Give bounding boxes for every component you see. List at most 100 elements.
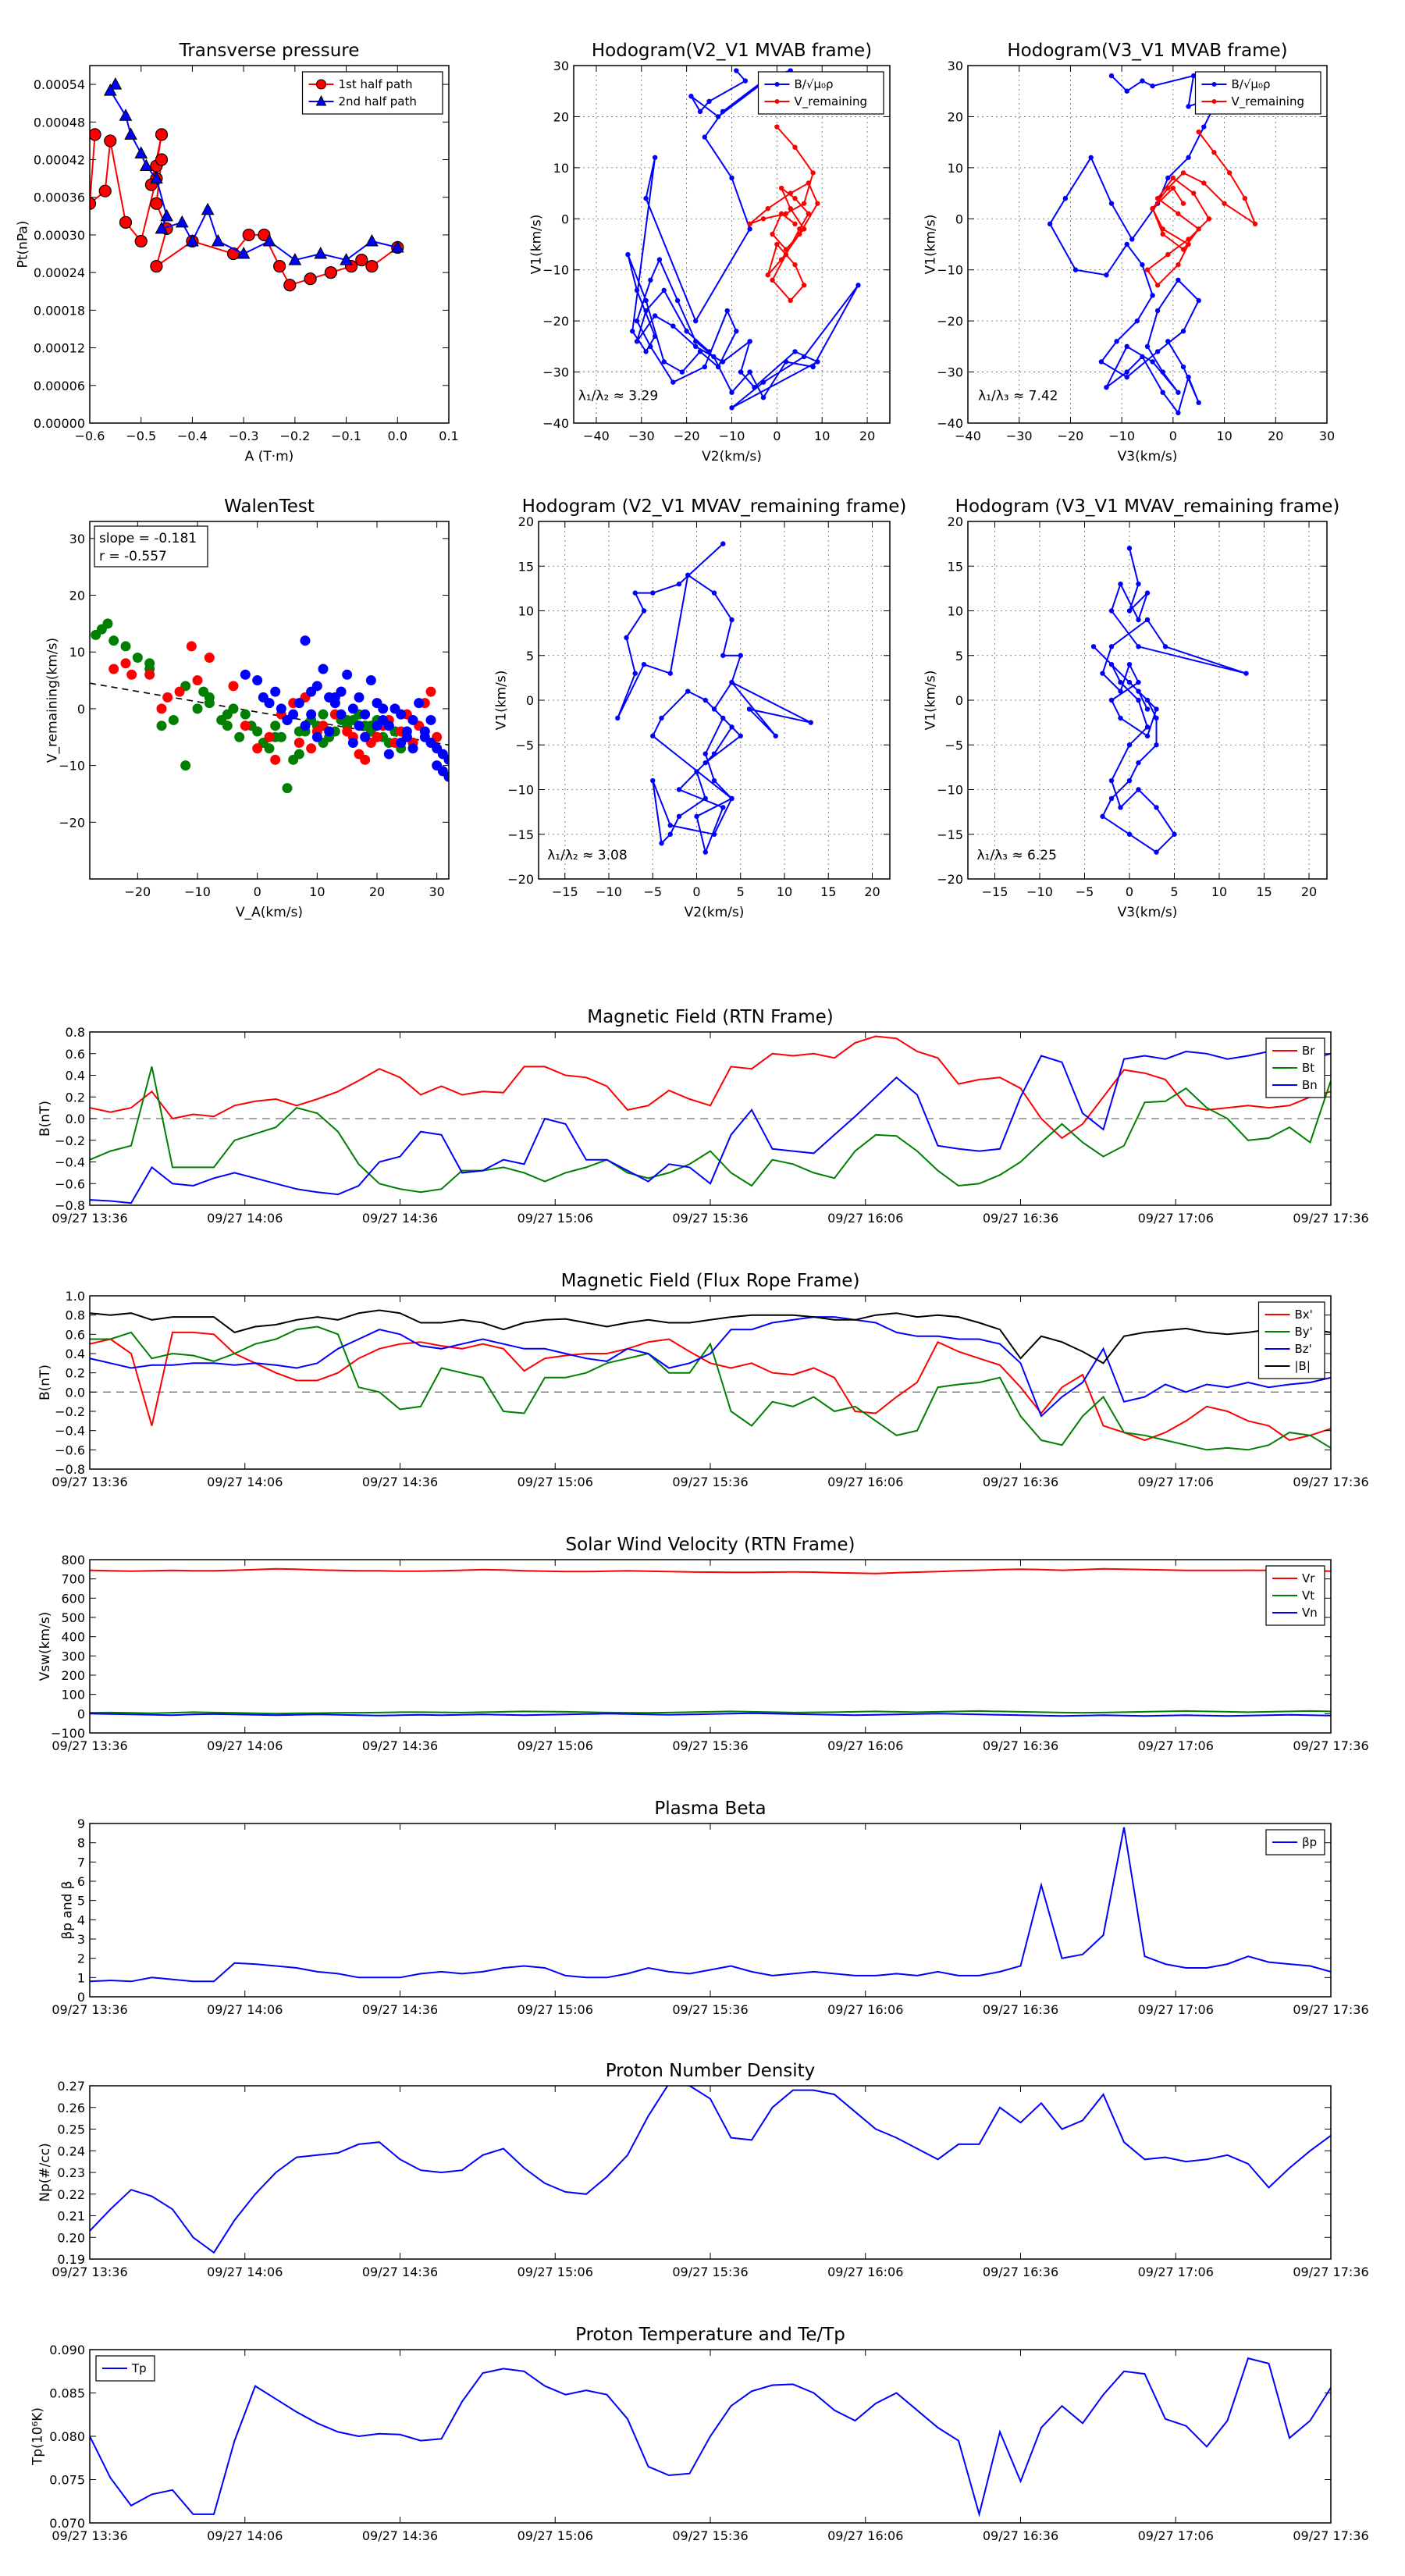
- data-point: [150, 171, 163, 184]
- y-tick-label: 0.2: [66, 1090, 85, 1105]
- plot-area: [968, 521, 1327, 879]
- scatter-point: [311, 731, 322, 742]
- scatter-point: [425, 686, 436, 697]
- x-axis-label: V3(km/s): [1118, 905, 1178, 920]
- scatter-point: [174, 686, 185, 697]
- data-point: [685, 688, 691, 694]
- y-axis-label: V_remaining(km/s): [45, 638, 61, 763]
- y-tick-label: 0.4: [66, 1069, 85, 1083]
- x-tick-label: −0.2: [279, 429, 310, 443]
- x-tick-label: −0.1: [331, 429, 361, 443]
- data-point: [1104, 272, 1109, 278]
- data-point: [119, 215, 133, 229]
- data-point: [258, 228, 271, 242]
- y-tick-label: 20: [948, 514, 963, 529]
- scatter-point: [222, 720, 233, 731]
- data-point: [1124, 369, 1129, 375]
- data-point: [652, 333, 658, 339]
- data-point: [1136, 697, 1141, 703]
- y-tick-label: −30: [937, 365, 963, 380]
- x-tick-label: 20: [859, 429, 875, 443]
- y-tick-label: 0.070: [49, 2516, 85, 2531]
- data-point: [688, 94, 694, 99]
- legend-label: Bt: [1302, 1061, 1314, 1075]
- data-point: [1129, 237, 1135, 242]
- y-tick-label: 0.0: [66, 1112, 85, 1126]
- data-point: [1160, 231, 1165, 237]
- series-p-line: [90, 1827, 1331, 1983]
- data-point: [652, 313, 658, 318]
- data-point: [1126, 742, 1133, 748]
- x-tick-label: 09/27 17:06: [1138, 2265, 1214, 2279]
- y-tick-label: −15: [507, 827, 534, 842]
- scatter-point: [168, 714, 179, 725]
- data-point: [1126, 662, 1133, 667]
- chart-title: Plasma Beta: [654, 1799, 766, 1819]
- chart-b_rtn: Magnetic Field (RTN Frame) 09/27 13:36 09/…: [37, 1007, 1369, 1226]
- x-tick-label: 09/27 14:06: [207, 1475, 283, 1489]
- y-tick-label: 0: [77, 1706, 85, 1721]
- data-point: [615, 715, 621, 721]
- x-tick-label: 09/27 13:36: [52, 1211, 127, 1226]
- y-tick-label: 0.0: [66, 1385, 85, 1400]
- x-tick-label: 09/27 15:36: [672, 1738, 748, 1753]
- x-tick-label: 09/27 15:06: [518, 2002, 593, 2017]
- scatter-point: [324, 726, 335, 737]
- plot-area: [90, 618, 449, 794]
- scatter-point: [240, 669, 251, 680]
- y-tick-label: 0.26: [57, 2101, 85, 2115]
- data-point: [1201, 180, 1207, 186]
- data-point: [1100, 813, 1105, 820]
- data-point: [155, 128, 169, 141]
- scatter-point: [293, 749, 304, 760]
- y-tick-label: 0.27: [57, 2079, 85, 2094]
- data-point: [634, 318, 640, 324]
- data-point: [729, 617, 735, 623]
- scatter-point: [311, 681, 322, 692]
- legend-label: 2nd half path: [339, 94, 417, 109]
- y-tick-label: −0.4: [55, 1155, 85, 1170]
- x-tick-label: 20: [864, 884, 880, 899]
- data-point: [134, 146, 148, 158]
- axes-frame: [89, 1559, 1332, 1734]
- x-tick-label: 09/27 15:36: [672, 2528, 748, 2543]
- y-axis-label: V1(km/s): [529, 215, 545, 275]
- x-tick-label: 0: [692, 884, 700, 899]
- data-point: [1176, 277, 1181, 283]
- x-tick-label: 20: [369, 884, 385, 899]
- x-tick-label: 09/27 16:06: [827, 1738, 903, 1753]
- x-tick-label: 09/27 15:06: [518, 2265, 593, 2279]
- eigen-ratio-annotation: λ₁/λ₃ ≈ 7.42: [978, 389, 1058, 404]
- data-point: [643, 297, 649, 304]
- x-tick-label: 09/27 17:36: [1293, 1475, 1368, 1489]
- data-point: [1176, 410, 1181, 416]
- data-point: [1160, 390, 1165, 395]
- plot-area: [968, 66, 1327, 423]
- y-tick-label: 1.0: [66, 1289, 85, 1304]
- y-tick-label: 5: [526, 649, 534, 664]
- x-tick-label: 20: [1268, 429, 1283, 443]
- data-point: [1180, 170, 1186, 176]
- data-point: [774, 124, 780, 130]
- y-axis-label: V1(km/s): [923, 215, 939, 275]
- y-tick-label: 10: [948, 161, 963, 176]
- data-point: [226, 247, 240, 261]
- data-point: [1136, 644, 1141, 649]
- data-point: [1126, 679, 1133, 685]
- x-tick-label: −30: [1006, 429, 1033, 443]
- data-point: [1186, 241, 1191, 247]
- x-tick-label: 09/27 16:36: [983, 2265, 1058, 2279]
- x-tick-label: −15: [552, 884, 578, 899]
- y-tick-label: 800: [61, 1553, 85, 1567]
- data-point: [1108, 777, 1115, 784]
- y-tick-label: 4: [77, 1912, 85, 1927]
- data-point: [242, 228, 255, 242]
- data-point: [1154, 715, 1159, 721]
- data-point: [237, 246, 251, 259]
- y-tick-label: 1: [77, 1970, 85, 1985]
- data-point: [1165, 185, 1171, 191]
- y-axis-label: Pt(nPa): [16, 221, 31, 269]
- data-point: [1108, 73, 1115, 79]
- data-point: [1150, 206, 1155, 212]
